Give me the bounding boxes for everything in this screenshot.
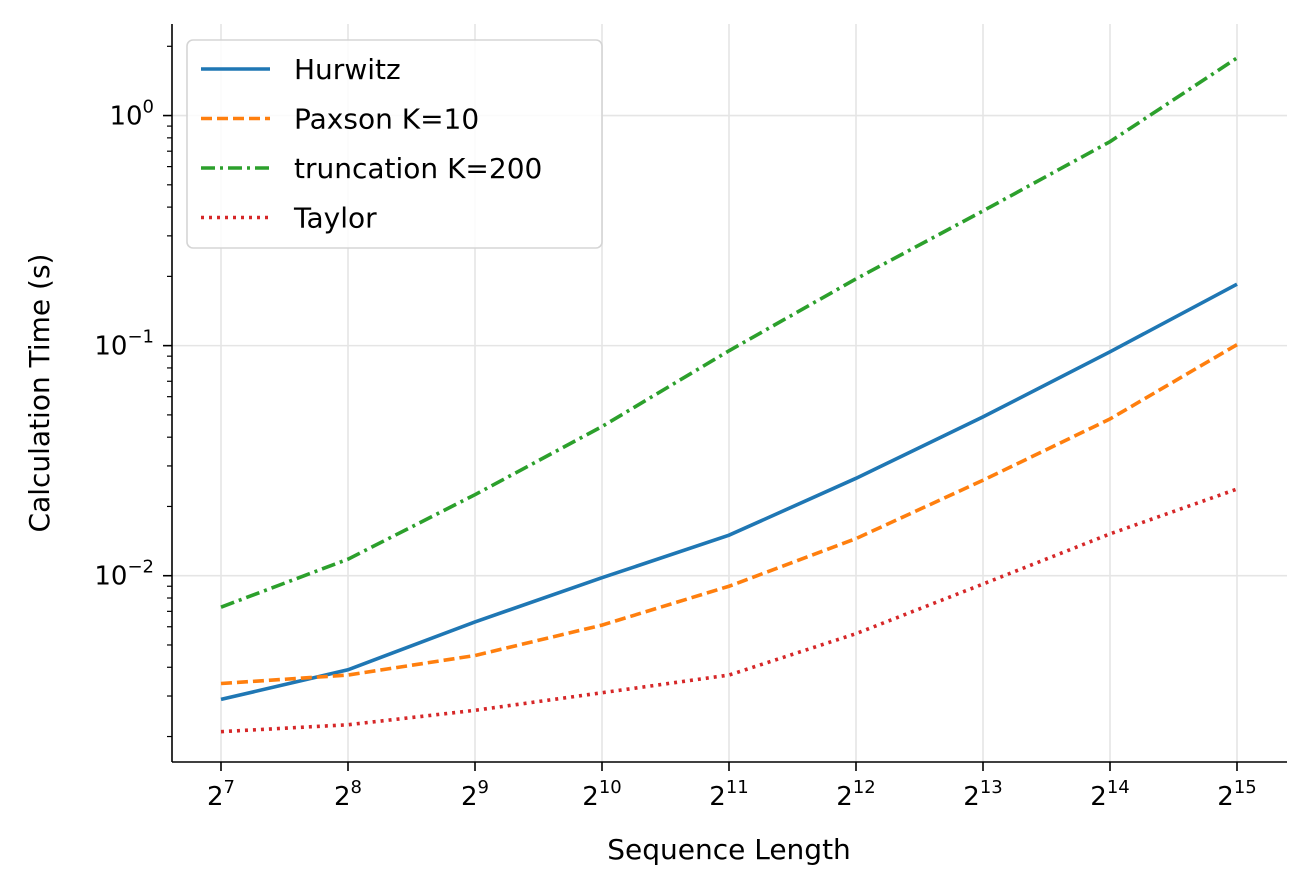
- series-line: [220, 487, 1238, 734]
- x-tick-label: 211: [709, 777, 748, 812]
- x-tick-label: 28: [334, 777, 362, 812]
- x-tick-label: 213: [963, 777, 1002, 812]
- y-tick-label: 10−2: [94, 557, 154, 592]
- legend-label: truncation K=200: [294, 152, 542, 185]
- y-tick-label: 100: [109, 97, 154, 132]
- series-lines: [220, 56, 1238, 734]
- x-tick-label: 210: [582, 777, 621, 812]
- series-line: [220, 343, 1238, 686]
- y-axis-title: Calculation Time (s): [23, 254, 56, 533]
- series-line: [220, 56, 1238, 609]
- x-axis-title: Sequence Length: [607, 833, 851, 866]
- y-tick-label: 10−1: [94, 327, 154, 362]
- x-tick-label: 27: [207, 777, 235, 812]
- legend-box: [186, 39, 603, 249]
- series-line: [220, 282, 1238, 702]
- x-tick-label: 214: [1090, 777, 1129, 812]
- legend-label: Hurwitz: [294, 53, 401, 86]
- x-tick-label: 215: [1217, 777, 1256, 812]
- ticks: 27 28 29 210 211 212 213 214 215 100 10−1 10−2: [94, 45, 1257, 812]
- legend: Hurwitz Paxson K=10 truncation K=200 Taylor: [186, 39, 603, 249]
- legend-label: Paxson K=10: [294, 103, 479, 136]
- x-tick-label: 29: [461, 777, 489, 812]
- x-tick-label: 212: [836, 777, 875, 812]
- legend-label: Taylor: [293, 202, 377, 235]
